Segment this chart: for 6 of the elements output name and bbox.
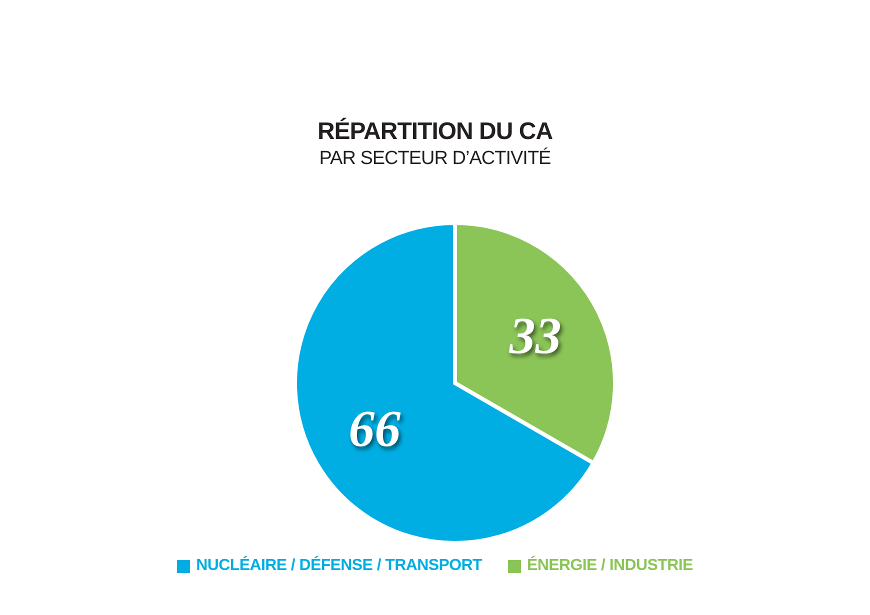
data-label: 33 [508, 308, 562, 366]
legend-label: NUCLÉAIRE / DÉFENSE / TRANSPORT [196, 557, 482, 575]
data-label: 66 [348, 400, 401, 458]
chart-title: RÉPARTITION DU CA [316, 118, 554, 146]
legend-label: ÉNERGIE / INDUSTRIE [526, 557, 693, 575]
chart-subtitle: PAR SECTEUR D’ACTIVITÉ [318, 146, 552, 171]
